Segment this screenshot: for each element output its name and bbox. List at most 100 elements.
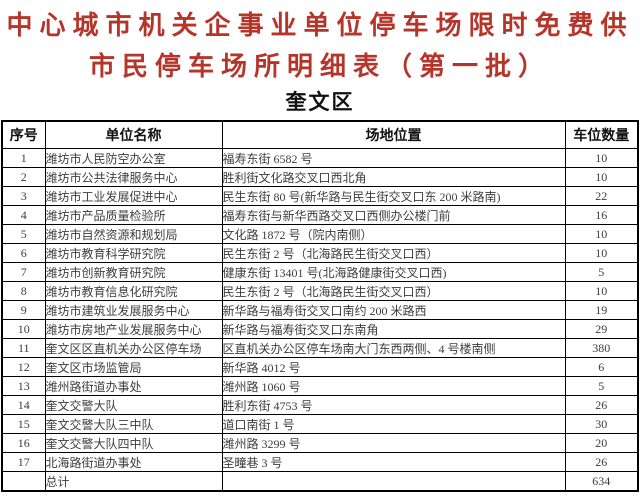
table-row: 16 奎文交警大队四中队 潍州路 3299 号 20 — [1, 433, 639, 453]
cell-unit-name: 潍坊市教育科学研究院 — [44, 243, 223, 263]
table-row: 3 潍坊市工业发展促进中心 民生东街 80 号(新华路与民生街交叉口东 200 米路… — [1, 186, 639, 206]
table-row: 8 潍坊市教育信息化研究院 民生东街 2 号（北海路民生街交叉口西） 10 — [1, 281, 639, 301]
cell-location: 胜利街文化路交叉口西北角 — [221, 167, 566, 187]
cell-location: 道口南街 1 号 — [221, 414, 566, 434]
table-body: 1 潍坊市人民防空办公室 福寿东街 6582 号 10 2 潍坊市公共法律服务中心 胜利街文… — [1, 148, 639, 472]
cell-location: 新华路与福寿街交叉口南约 200 米路西 — [221, 300, 566, 320]
document-title-line-1: 中心城市机关企事业单位停车场限时免费供 — [6, 11, 634, 40]
table-row: 11 奎文区区直机关办公区停车场 区直机关办公区停车场南大门东西两侧、4 号楼南侧 3… — [1, 338, 639, 358]
cell-unit-name: 潍州路街道办事处 — [44, 376, 223, 396]
total-row: 总计 634 — [1, 471, 639, 492]
cell-index: 15 — [1, 414, 46, 434]
cell-index: 8 — [1, 281, 46, 301]
cell-spaces: 380 — [564, 338, 639, 358]
cell-location: 民生东街 80 号(新华路与民生街交叉口东 200 米路南) — [221, 186, 566, 206]
cell-index: 6 — [1, 243, 46, 263]
cell-unit-name: 奎文交警大队 — [44, 395, 223, 415]
cell-index: 10 — [1, 319, 46, 339]
cell-spaces: 10 — [564, 281, 639, 301]
cell-spaces: 10 — [564, 148, 639, 168]
cell-location: 文化路 1872 号（院内南侧） — [221, 224, 566, 244]
cell-index: 5 — [1, 224, 46, 244]
cell-spaces: 19 — [564, 300, 639, 320]
cell-spaces: 26 — [564, 452, 639, 472]
cell-location: 胜利东街 4753 号 — [221, 395, 566, 415]
document-title-line-2: 市民停车场所明细表（第一批） — [88, 52, 551, 81]
table-row: 6 潍坊市教育科学研究院 民生东街 2 号（北海路民生街交叉口西） 10 — [1, 243, 639, 263]
cell-location: 潍州路 1060 号 — [221, 376, 566, 396]
cell-index: 16 — [1, 433, 46, 453]
cell-index: 3 — [1, 186, 46, 206]
cell-location: 福寿东街与新华西路交叉口西侧办公楼门前 — [221, 205, 566, 225]
cell-spaces: 5 — [564, 376, 639, 396]
cell-unit-name: 潍坊市教育信息化研究院 — [44, 281, 223, 301]
header-location: 场地位置 — [221, 120, 566, 149]
cell-unit-name: 潍坊市公共法律服务中心 — [44, 167, 223, 187]
cell-location: 福寿东街 6582 号 — [221, 148, 566, 168]
cell-index: 9 — [1, 300, 46, 320]
document-title: 中心城市机关企事业单位停车场限时免费供 市民停车场所明细表（第一批） — [0, 0, 640, 87]
table-row: 15 奎文交警大队三中队 道口南街 1 号 30 — [1, 414, 639, 434]
cell-unit-name: 潍坊市建筑业发展服务中心 — [44, 300, 223, 320]
table-row: 4 潍坊市产品质量检验所 福寿东街与新华西路交叉口西侧办公楼门前 16 — [1, 205, 639, 225]
cell-location: 健康东街 13401 号(北海路健康街交叉口西) — [221, 262, 566, 282]
cell-spaces: 30 — [564, 414, 639, 434]
cell-location: 新华路 4012 号 — [221, 357, 566, 377]
cell-index: 2 — [1, 167, 46, 187]
cell-location: 民生东街 2 号（北海路民生街交叉口西） — [221, 281, 566, 301]
table-row: 1 潍坊市人民防空办公室 福寿东街 6582 号 10 — [1, 148, 639, 168]
cell-unit-name: 潍坊市人民防空办公室 — [44, 148, 223, 168]
cell-unit-name: 北海路街道办事处 — [44, 452, 223, 472]
table-row: 7 潍坊市创新教育研究院 健康东街 13401 号(北海路健康街交叉口西) 5 — [1, 262, 639, 282]
cell-unit-name: 奎文区市场监管局 — [44, 357, 223, 377]
cell-location: 圣疃巷 3 号 — [221, 452, 566, 472]
cell-index: 13 — [1, 376, 46, 396]
cell-unit-name: 奎文区区直机关办公区停车场 — [44, 338, 223, 358]
cell-index: 11 — [1, 338, 46, 358]
cell-unit-name: 潍坊市房地产业发展服务中心 — [44, 319, 223, 339]
cell-spaces: 6 — [564, 357, 639, 377]
table-row: 9 潍坊市建筑业发展服务中心 新华路与福寿街交叉口南约 200 米路西 19 — [1, 300, 639, 320]
cell-index: 4 — [1, 205, 46, 225]
cell-unit-name: 潍坊市创新教育研究院 — [44, 262, 223, 282]
cell-spaces: 5 — [564, 262, 639, 282]
header-index: 序号 — [1, 120, 46, 149]
header-spaces: 车位数量 — [564, 120, 639, 149]
cell-index: 17 — [1, 452, 46, 472]
header-unit-name: 单位名称 — [44, 120, 223, 149]
cell-spaces: 26 — [564, 395, 639, 415]
cell-location: 新华路与福寿街交叉口东南角 — [221, 319, 566, 339]
parking-table: 序号 单位名称 场地位置 车位数量 1 潍坊市人民防空办公室 福寿东街 6582 号… — [1, 120, 639, 492]
cell-unit-name: 潍坊市自然资源和规划局 — [44, 224, 223, 244]
cell-location: 区直机关办公区停车场南大门东西两侧、4 号楼南侧 — [221, 338, 566, 358]
cell-spaces: 16 — [564, 205, 639, 225]
table-row: 10 潍坊市房地产业发展服务中心 新华路与福寿街交叉口东南角 29 — [1, 319, 639, 339]
table-row: 14 奎文交警大队 胜利东街 4753 号 26 — [1, 395, 639, 415]
table-row: 17 北海路街道办事处 圣疃巷 3 号 26 — [1, 452, 639, 472]
cell-index: 14 — [1, 395, 46, 415]
cell-index: 1 — [1, 148, 46, 168]
table-header-row: 序号 单位名称 场地位置 车位数量 — [1, 120, 639, 149]
cell-spaces: 29 — [564, 319, 639, 339]
cell-index: 12 — [1, 357, 46, 377]
cell-spaces: 10 — [564, 243, 639, 263]
cell-unit-name: 奎文交警大队四中队 — [44, 433, 223, 453]
cell-unit-name: 潍坊市产品质量检验所 — [44, 205, 223, 225]
total-cell-empty-location — [221, 471, 566, 492]
cell-spaces: 22 — [564, 186, 639, 206]
table-row: 2 潍坊市公共法律服务中心 胜利街文化路交叉口西北角 10 — [1, 167, 639, 187]
cell-spaces: 10 — [564, 167, 639, 187]
cell-unit-name: 奎文交警大队三中队 — [44, 414, 223, 434]
cell-spaces: 10 — [564, 224, 639, 244]
cell-spaces: 20 — [564, 433, 639, 453]
total-value: 634 — [564, 471, 639, 492]
region-title: 奎文区 — [285, 91, 355, 114]
cell-index: 7 — [1, 262, 46, 282]
total-label: 总计 — [44, 471, 223, 492]
cell-location: 民生东街 2 号（北海路民生街交叉口西） — [221, 243, 566, 263]
table-row: 5 潍坊市自然资源和规划局 文化路 1872 号（院内南侧） 10 — [1, 224, 639, 244]
total-cell-empty-index — [1, 471, 46, 492]
cell-unit-name: 潍坊市工业发展促进中心 — [44, 186, 223, 206]
